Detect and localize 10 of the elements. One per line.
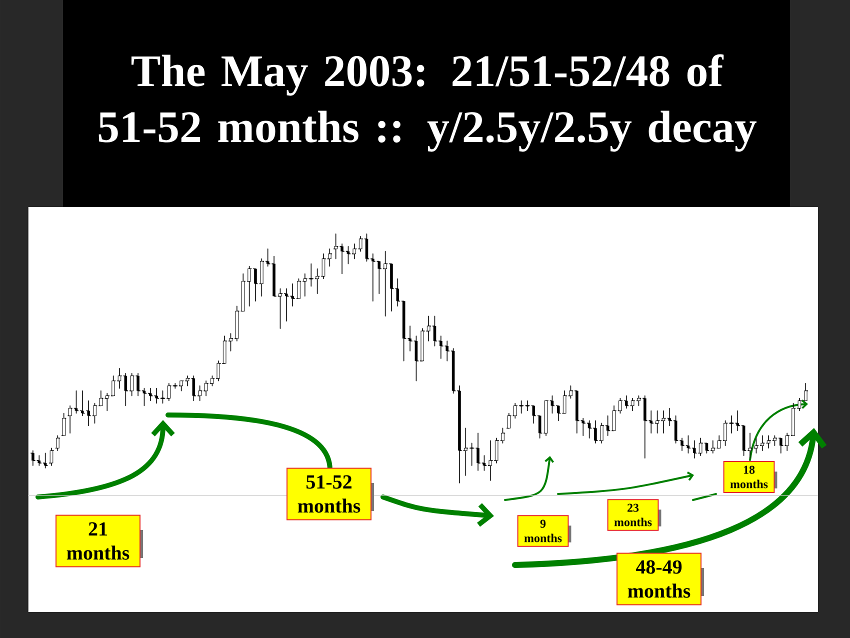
candlestick bbox=[54, 435, 60, 451]
text: 21 months bbox=[66, 522, 130, 560]
annotation: 18 months bbox=[730, 466, 768, 488]
text: 23 months bbox=[614, 504, 652, 526]
text: 48-49 months bbox=[628, 560, 690, 598]
text: 9 months bbox=[524, 520, 562, 542]
candlestick bbox=[48, 448, 54, 466]
candlestick bbox=[61, 412, 67, 436]
annotation: 51-52 months bbox=[298, 475, 360, 513]
chart-title: The May 2003: 21/51-52/48 of 51-52 months :: y/2.5y/2.5y decay bbox=[98, 54, 756, 152]
